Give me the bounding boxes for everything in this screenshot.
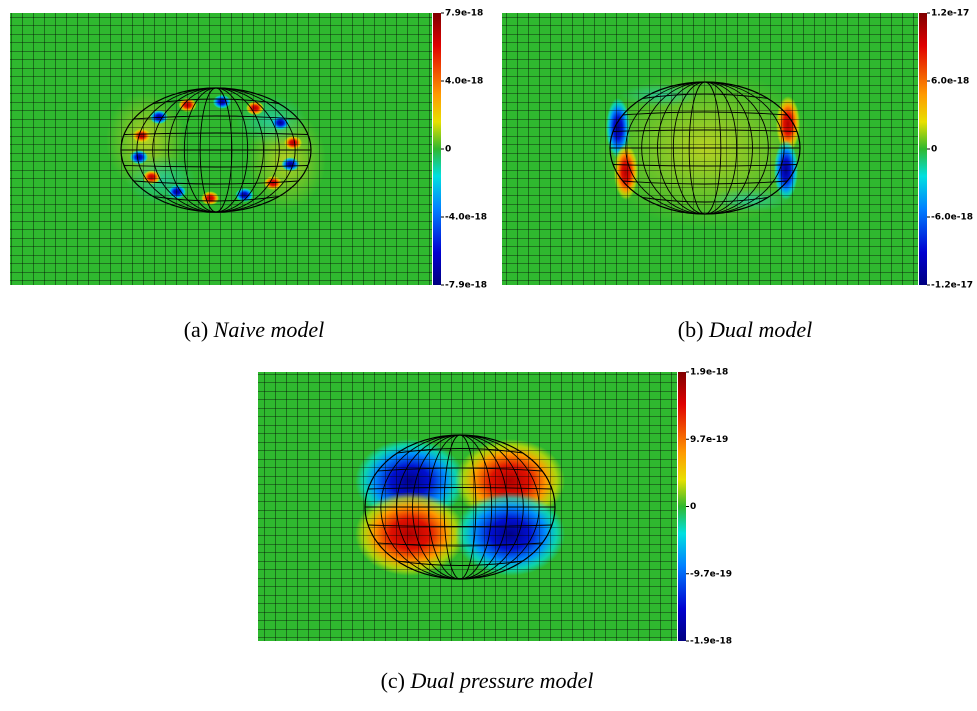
colorbar-label: 0 (931, 145, 937, 155)
mesh-parallel (622, 180, 788, 185)
mesh-parallel (377, 467, 543, 472)
colorbar (919, 13, 927, 285)
colorbar-label: -6.0e-18 (931, 213, 973, 223)
panel: 1.2e-17 6.0e-18 0 -6.0e-18 -1.2e-17 (b) Dual … (502, 9, 973, 342)
caption-text: Dual model (708, 317, 812, 342)
colorbar-label: 4.0e-18 (445, 77, 483, 87)
colorbar-label: -1.9e-18 (690, 637, 732, 647)
mesh-parallel (377, 542, 543, 547)
colorbar-label: -4.0e-18 (445, 213, 487, 223)
colorbar-label: 0 (445, 145, 451, 155)
colorbar-label: 0 (690, 502, 696, 512)
mesh-parallel (613, 129, 797, 132)
mesh-parallel (153, 196, 279, 202)
panel: 1.9e-18 9.7e-19 0 -9.7e-19 -1.9e-18 (c) Dual … (258, 368, 732, 693)
panel: 7.9e-18 4.0e-18 0 -4.0e-18 -7.9e-18 (a) Naive… (10, 9, 487, 342)
colorbar-label: -9.7e-19 (690, 569, 732, 579)
colorbar-label: -7.9e-18 (445, 281, 487, 291)
caption: (b) Dual model (678, 317, 812, 342)
mesh-parallel (133, 180, 299, 185)
caption-label: (c) (381, 668, 405, 693)
mesh-parallel (124, 165, 308, 168)
mesh (502, 13, 918, 285)
mesh-parallel (613, 164, 797, 167)
caption: (c) Dual pressure model (381, 668, 594, 693)
mesh-parallel (622, 111, 788, 116)
colorbar-label: 1.2e-17 (931, 9, 969, 19)
mesh-parallel (133, 115, 299, 120)
plot (258, 372, 677, 641)
plot (10, 13, 432, 285)
mesh-parallel (124, 132, 308, 135)
caption-text: Dual pressure model (410, 668, 594, 693)
caption-label: (b) (678, 317, 704, 342)
colorbar-label: 9.7e-19 (690, 435, 728, 445)
caption: (a) Naive model (184, 317, 325, 342)
colorbar (433, 13, 441, 285)
colorbar-label: 1.9e-18 (690, 368, 728, 378)
colorbar-label: 6.0e-18 (931, 77, 969, 87)
mesh-parallel (397, 448, 523, 454)
mesh-parallel (368, 524, 552, 527)
caption-text: Naive model (213, 317, 325, 342)
mesh (10, 13, 432, 285)
plot (502, 13, 918, 285)
caption-label: (a) (184, 317, 208, 342)
colorbar (678, 372, 686, 641)
mesh-parallel (642, 93, 768, 99)
mesh-parallel (153, 98, 279, 104)
mesh-parallel (397, 560, 523, 566)
mesh-parallel (642, 197, 768, 203)
colorbar-label: 7.9e-18 (445, 9, 483, 19)
colorbar-label: -1.2e-17 (931, 281, 973, 291)
mesh (258, 372, 677, 641)
mesh-parallel (368, 487, 552, 490)
